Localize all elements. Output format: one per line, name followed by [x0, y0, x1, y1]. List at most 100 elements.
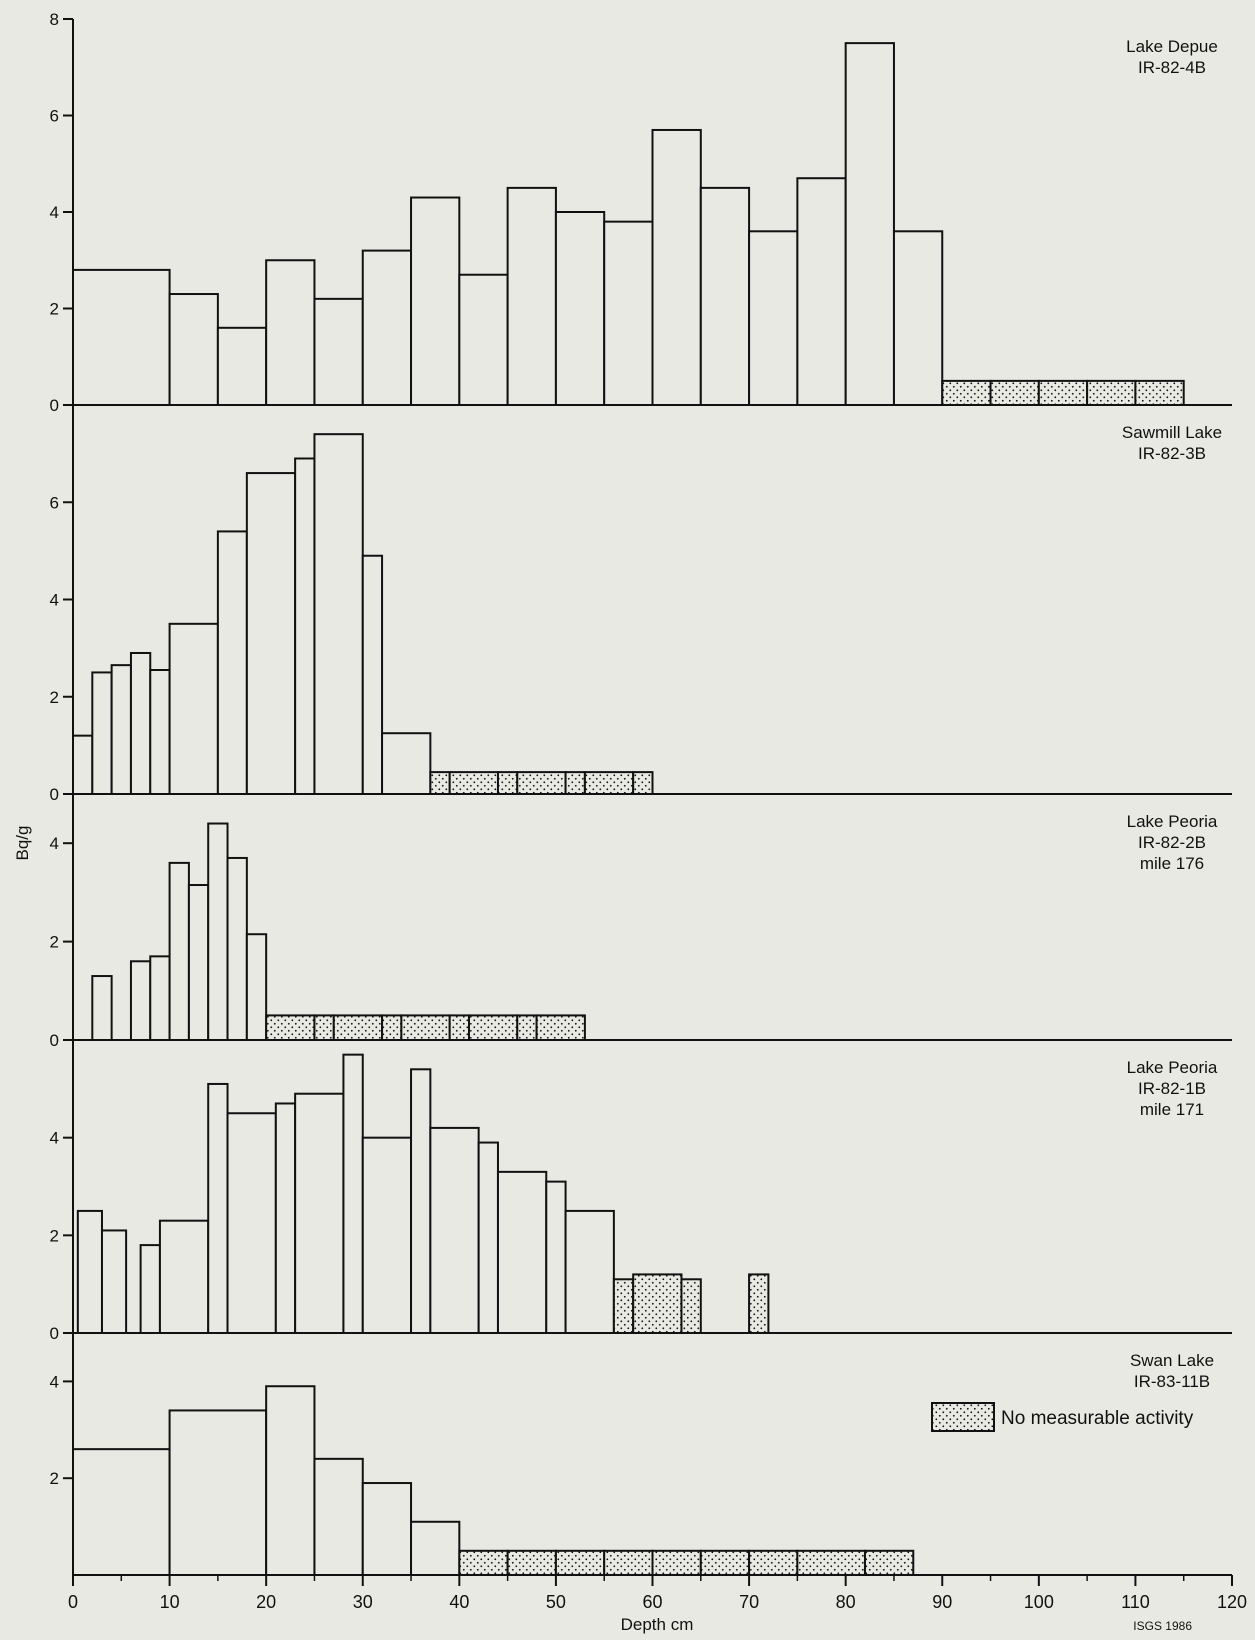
no-activity-bar	[583, 771, 635, 796]
bar	[129, 651, 152, 795]
x-tick-label: 90	[932, 1592, 952, 1612]
no-activity-bar	[796, 1549, 866, 1577]
panel-title: Sawmill Lake	[1122, 423, 1222, 442]
no-activity-bar	[506, 1549, 557, 1577]
bar	[149, 955, 171, 1041]
x-tick-label: 20	[256, 1592, 276, 1612]
no-activity-bar	[680, 1278, 702, 1334]
x-tick-label: 10	[160, 1592, 180, 1612]
panel-3: 0 2 4 Lake Peoria IR-82-2B mile 176	[50, 812, 1232, 1050]
bar	[892, 230, 944, 406]
bar	[207, 822, 229, 1042]
bar	[72, 1448, 171, 1577]
no-activity-bar	[699, 1549, 751, 1577]
no-activity-bar	[381, 1014, 403, 1042]
bar	[361, 1482, 413, 1577]
no-activity-bar	[748, 1549, 799, 1577]
bar	[168, 622, 219, 795]
bar	[265, 1385, 316, 1576]
no-activity-bar	[265, 1014, 316, 1042]
y-axis-label: Bq/g	[13, 826, 32, 861]
no-activity-bar	[400, 1014, 451, 1042]
panel-1: 0 2 4 6 8 Lake Depue IR-82-4B	[50, 10, 1232, 415]
bar	[294, 1092, 345, 1335]
x-tick-label: 70	[739, 1592, 759, 1612]
frame	[63, 18, 74, 1575]
panel-title: Lake Peoria	[1127, 812, 1218, 831]
bar	[361, 249, 413, 406]
no-activity-bar	[748, 1273, 770, 1335]
bar	[207, 1082, 229, 1334]
bar	[506, 186, 557, 406]
y-tick-label: 0	[50, 1324, 59, 1343]
bar	[294, 457, 316, 795]
legend-label: No measurable activity	[1001, 1408, 1194, 1429]
bar	[91, 975, 113, 1041]
x-tick-label: 50	[546, 1592, 566, 1612]
bar	[245, 933, 268, 1041]
bar	[168, 293, 219, 406]
panel-title: Lake Peoria	[1127, 1058, 1218, 1077]
no-activity-bar	[612, 1278, 635, 1334]
bar	[91, 671, 113, 795]
x-tick-label: 100	[1024, 1592, 1054, 1612]
y-tick-label: 0	[50, 1031, 59, 1050]
bar	[226, 856, 248, 1042]
panel-title: Swan Lake	[1130, 1351, 1214, 1370]
panel-subtitle: IR-82-2B	[1138, 833, 1206, 852]
no-activity-bar	[448, 771, 499, 796]
no-activity-bar	[535, 1014, 586, 1042]
bar	[410, 1520, 461, 1577]
no-activity-bar	[1037, 379, 1089, 406]
no-activity-bar	[1134, 379, 1185, 406]
panels: 0 2 4 6 8 Lake Depue IR-82-4B 0 2 4 6 Sawmill Lake I…	[50, 10, 1232, 1577]
no-activity-bar	[313, 1014, 335, 1042]
y-tick-label: 4	[50, 1129, 59, 1148]
y-tick-label: 8	[50, 10, 59, 29]
bar	[410, 1068, 432, 1335]
bar	[844, 42, 895, 406]
y-tick-label: 6	[50, 107, 59, 126]
no-activity-bar	[1086, 379, 1137, 406]
no-activity-bar	[632, 771, 654, 796]
bar	[410, 196, 461, 406]
bar	[216, 326, 268, 406]
no-activity-bar	[941, 379, 992, 406]
x-axis: 0 10 20 30 40 50 60 70 80 90 100 110 120	[68, 1575, 1247, 1612]
bar	[651, 128, 702, 406]
panel-4: 0 2 4 Lake Peoria IR-82-1B mile 171	[50, 1053, 1232, 1343]
bar	[76, 1209, 103, 1334]
y-tick-label: 2	[50, 300, 59, 319]
bar	[429, 1126, 480, 1335]
bar	[158, 1219, 210, 1335]
panel-title: Lake Depue	[1126, 37, 1218, 56]
bar	[545, 1180, 567, 1335]
no-activity-bar	[863, 1549, 915, 1577]
bar	[72, 268, 171, 406]
x-tick-label: 80	[836, 1592, 856, 1612]
bar	[381, 732, 432, 795]
bar	[361, 554, 384, 795]
bar	[361, 1136, 413, 1334]
panel-2: 0 2 4 6 Sawmill Lake IR-82-3B	[50, 423, 1232, 804]
no-activity-bar	[989, 379, 1040, 406]
panel-subtitle-2: mile 176	[1140, 854, 1204, 873]
no-activity-bar	[516, 1014, 538, 1042]
y-tick-label: 2	[50, 933, 59, 952]
credit-text: ISGS 1986	[1133, 1619, 1192, 1633]
bar	[245, 472, 297, 795]
bar	[226, 1112, 277, 1334]
no-activity-bar	[603, 1549, 654, 1577]
panel-subtitle: IR-82-1B	[1138, 1079, 1206, 1098]
x-axis-label: Depth cm	[621, 1615, 694, 1634]
bar	[110, 664, 132, 795]
x-tick-label: 60	[642, 1592, 662, 1612]
y-tick-label: 2	[50, 688, 59, 707]
bar	[796, 177, 847, 406]
bar	[313, 297, 364, 407]
x-tick-label: 120	[1217, 1592, 1247, 1612]
bar	[72, 734, 94, 796]
bar	[139, 1244, 161, 1334]
panel-subtitle: IR-82-3B	[1138, 444, 1206, 463]
